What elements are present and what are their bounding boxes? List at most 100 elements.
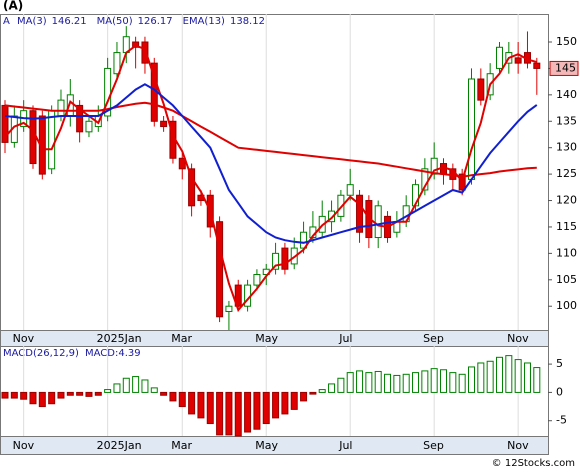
candle-body	[328, 210, 336, 223]
macd-bar	[178, 391, 186, 408]
macd-bar	[533, 367, 541, 393]
last-price-box	[549, 60, 579, 76]
candle-body	[225, 305, 233, 313]
macd-bar	[300, 391, 308, 402]
macd-bar	[57, 391, 65, 399]
macd-bar	[132, 376, 140, 393]
x-tick-label: Jul	[338, 439, 352, 452]
macd-bar	[66, 391, 74, 396]
last-price-label: 145	[555, 61, 576, 74]
macd-bar	[514, 359, 522, 393]
macd-bar	[468, 366, 475, 393]
macd-bar	[253, 391, 261, 430]
y-tick-label: 105	[556, 273, 577, 286]
macd-bar	[38, 391, 46, 408]
chart-title: (A)	[3, 0, 23, 13]
macd-bar	[440, 369, 448, 393]
y-tick-label: 125	[556, 167, 577, 180]
candle-body	[356, 194, 364, 233]
macd-bar	[48, 391, 56, 405]
y-tick-label: 150	[556, 35, 577, 48]
ma-line	[4, 83, 538, 244]
macd-panel	[0, 346, 549, 437]
macd-bar	[272, 391, 280, 419]
y-tick-label: 100	[556, 299, 577, 312]
x-tick-label: Nov	[507, 439, 529, 452]
legend-value: 138.12	[230, 16, 265, 27]
macd-bar	[486, 360, 494, 393]
macd-bar	[421, 370, 429, 393]
macd-bar	[402, 373, 410, 393]
y-tick-label: 0	[556, 385, 563, 398]
x-tick-label: Nov	[507, 332, 529, 345]
candle-body	[48, 110, 56, 170]
macd-bar	[523, 362, 531, 393]
y-tick-label: 130	[556, 141, 577, 154]
macd-bar	[281, 391, 289, 415]
x-tick-label: May	[255, 439, 278, 452]
ma-line	[4, 101, 537, 178]
x-tick-label: Mar	[171, 332, 192, 345]
macd-bar	[113, 383, 121, 393]
y-tick-label: 5	[556, 357, 563, 370]
macd-bar	[122, 377, 130, 393]
macd-bar	[104, 389, 112, 393]
macd-date-band	[0, 436, 549, 455]
y-tick-label: -5	[556, 414, 567, 427]
candle-body	[346, 184, 354, 196]
x-tick-label: Nov	[13, 332, 35, 345]
candle-body	[216, 221, 224, 318]
candle-body	[468, 78, 475, 180]
macd-bar	[309, 391, 317, 395]
candle-body	[141, 41, 149, 64]
y-tick-label: 120	[556, 194, 577, 207]
x-tick-label: 2025Jan	[97, 332, 142, 345]
macd-bar	[430, 368, 438, 393]
macd-bar	[169, 391, 177, 402]
footer: © 12Stocks.com	[492, 458, 575, 469]
macd-bar	[20, 391, 28, 400]
macd-bar	[458, 373, 466, 393]
macd-bar	[141, 379, 149, 393]
candle-body	[514, 57, 522, 64]
x-tick-label: Nov	[13, 439, 35, 452]
legend-name: MA(50)	[97, 16, 133, 27]
macd-bar	[216, 391, 224, 436]
candle-body	[281, 247, 289, 270]
candle-body	[337, 194, 345, 217]
macd-bar	[328, 383, 336, 393]
macd-bar	[449, 372, 457, 393]
macd-bar	[477, 362, 485, 393]
macd-bar	[29, 391, 37, 405]
y-tick-label: 115	[556, 220, 577, 233]
candle-body	[234, 284, 242, 307]
macd-bar	[346, 372, 354, 393]
macd-bar	[384, 373, 392, 393]
macd-bar	[356, 370, 364, 393]
y-tick-label: 135	[556, 114, 577, 127]
macd-bar	[412, 372, 420, 393]
macd-bar	[262, 391, 270, 425]
macd-bar	[76, 391, 84, 396]
macd-bar	[94, 391, 102, 396]
candle-body	[57, 99, 65, 117]
candle-body	[272, 252, 280, 270]
macd-bar	[393, 374, 401, 393]
price-panel	[0, 14, 549, 331]
candle-body	[113, 52, 121, 75]
legend-symbol: A	[3, 16, 10, 27]
macd-bar	[374, 370, 382, 393]
y-tick-label: 110	[556, 246, 577, 259]
candle-body	[132, 41, 140, 48]
x-tick-label: Mar	[171, 439, 192, 452]
macd-bar	[197, 391, 205, 419]
candle-body	[253, 274, 261, 286]
macd-bar	[244, 391, 252, 433]
candle-body	[533, 62, 541, 69]
legend-value: 146.21	[52, 16, 87, 27]
macd-bar	[206, 391, 214, 425]
macd-bar	[160, 391, 168, 396]
x-tick-label: Jul	[338, 332, 352, 345]
macd-bar	[234, 391, 242, 437]
candle-body	[495, 46, 503, 69]
